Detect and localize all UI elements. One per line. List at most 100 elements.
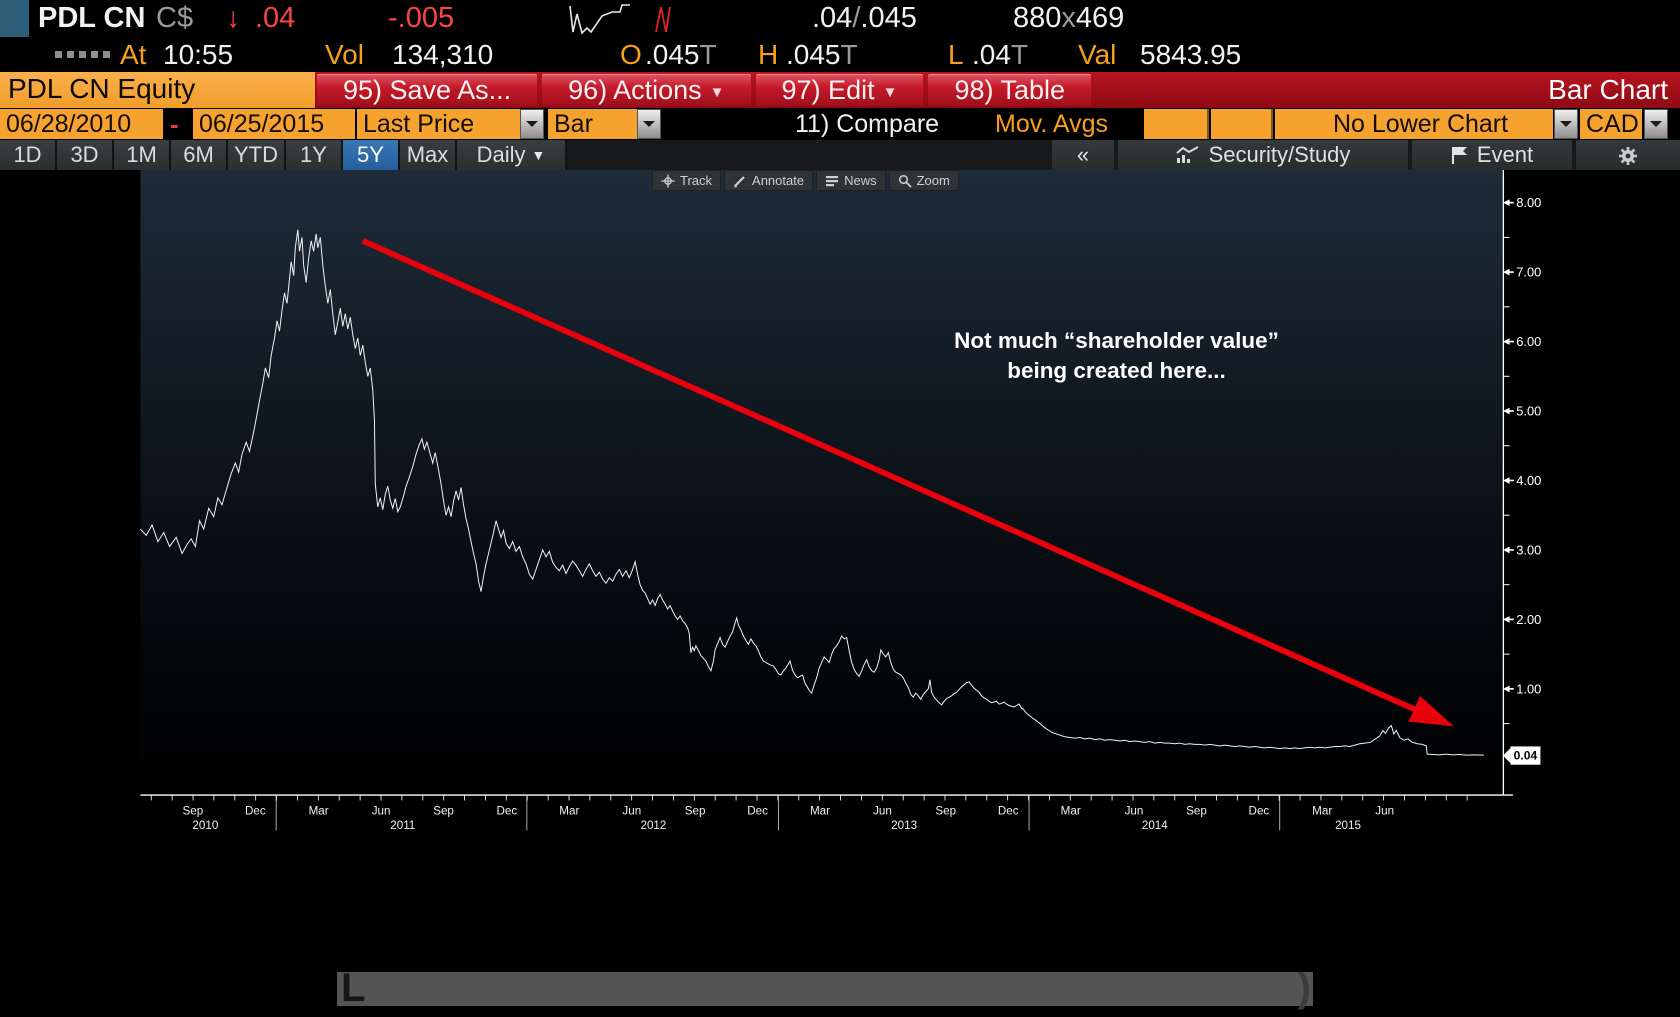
price-change: -.005 — [388, 2, 455, 34]
chart-icon — [1175, 146, 1199, 163]
lower-chart-dropdown-icon[interactable] — [1554, 109, 1578, 139]
y-tick-label: 8.00 — [1516, 195, 1541, 210]
chart-tool-label: Zoom — [916, 173, 950, 188]
date-to-field[interactable]: 06/25/2015 — [193, 109, 355, 139]
range-tab-3d[interactable]: 3D — [57, 140, 114, 170]
period-caret-icon: ▼ — [531, 147, 546, 163]
footer: L ) — [0, 966, 1680, 1017]
range-tab-max[interactable]: Max — [400, 140, 457, 170]
chart-tool-news[interactable]: News — [816, 170, 886, 191]
change-sparkline-icon — [655, 6, 671, 33]
date-from-field[interactable]: 06/28/2010 — [0, 109, 163, 139]
gear-icon — [1619, 147, 1637, 165]
low-value: .04 — [972, 39, 1011, 70]
period-select[interactable]: Daily ▼ — [457, 140, 567, 170]
y-tick-label: 4.00 — [1516, 473, 1541, 488]
market-size: 880x469 — [1013, 0, 1124, 37]
range-tab-6m[interactable]: 6M — [171, 140, 228, 170]
menu-button-95-save-as-[interactable]: 95) Save As... — [317, 74, 538, 106]
chart-tool-annotate[interactable]: Annotate — [724, 170, 814, 191]
chart-settings-button[interactable] — [1576, 140, 1680, 170]
x-month-label: Dec — [998, 805, 1019, 818]
terminal-corner-box — [0, 0, 29, 37]
chart-tool-label: Annotate — [752, 173, 805, 188]
lower-chart-select[interactable]: No Lower Chart — [1275, 109, 1553, 139]
chart-tool-track[interactable]: Track — [652, 170, 722, 191]
field-toolbar: 06/28/2010 - 06/25/2015 Last Price Bar 1… — [0, 108, 1680, 140]
open-label: O — [620, 39, 642, 70]
low-label: L — [948, 39, 964, 70]
price-field-select[interactable]: Last Price — [357, 109, 520, 139]
chart-type-select[interactable]: Bar — [548, 109, 637, 139]
pencil-icon — [734, 175, 745, 188]
high-value: .045 — [786, 39, 841, 70]
range-tab-5y[interactable]: 5Y — [343, 140, 400, 170]
open-suffix: T — [699, 39, 717, 70]
menu-button-98-table[interactable]: 98) Table — [928, 74, 1092, 106]
currency-code: C$ — [156, 2, 194, 34]
x-year-label: 2013 — [891, 819, 917, 832]
y-tick-label: 6.00 — [1516, 334, 1541, 349]
open-value: .045 — [645, 39, 700, 70]
redacted-right-char: ) — [1297, 966, 1311, 1010]
security-study-button[interactable]: Security/Study — [1118, 140, 1408, 170]
high-value-group: .045T — [786, 37, 858, 72]
y-tick-label: 1.00 — [1516, 681, 1541, 696]
currency-dropdown-icon[interactable] — [1644, 109, 1668, 139]
magnifier-icon — [898, 174, 912, 188]
low-value-group: .04T — [972, 37, 1028, 72]
menu-buttons: 95) Save As... 96) Actions ▼ 97) Edit ▼ 98) T… — [315, 72, 1094, 108]
mov-avgs-button[interactable]: Mov. Avgs — [995, 110, 1109, 138]
x-year-label: 2012 — [640, 819, 666, 832]
x-month-label: Dec — [1249, 805, 1270, 818]
price-chart[interactable]: Not much “shareholder value” being create… — [0, 170, 1680, 1017]
y-tick-label: 2.00 — [1516, 612, 1541, 627]
x-year-label: 2011 — [390, 819, 415, 832]
status-bar: At 10:55 Vol 134,310 O .045T H .045T L .… — [0, 37, 1680, 72]
chart-tool-label: Track — [680, 173, 713, 188]
high-label: H — [758, 39, 779, 70]
x-month-label: Mar — [309, 805, 329, 818]
orange-cell-1[interactable] — [1144, 109, 1209, 139]
chart-annotation-line-2: being created here... — [1007, 358, 1226, 383]
range-tab-1y[interactable]: 1Y — [286, 140, 343, 170]
x-month-label: Jun — [622, 805, 641, 818]
chart-type-dropdown-icon[interactable] — [637, 109, 661, 139]
event-button[interactable]: Event — [1412, 140, 1572, 170]
range-tab-1d[interactable]: 1D — [0, 140, 57, 170]
dropdown-caret-icon: ▼ — [882, 84, 898, 101]
last-price: .04 — [255, 2, 296, 34]
menu-button-96-actions[interactable]: 96) Actions ▼ — [542, 74, 751, 106]
news-icon — [826, 175, 839, 186]
chart-tool-zoom[interactable]: Zoom — [888, 170, 959, 191]
traded-value: 5843.95 — [1140, 39, 1242, 70]
orange-cell-2[interactable] — [1211, 109, 1273, 139]
compare-button[interactable]: 11) Compare — [795, 110, 940, 138]
collapse-chevrons-icon: « — [1076, 142, 1090, 167]
x-month-label: Jun — [372, 805, 391, 818]
x-month-label: Mar — [559, 805, 579, 818]
security-study-label: Security/Study — [1208, 142, 1351, 167]
x-month-label: Dec — [747, 805, 768, 818]
x-month-label: Jun — [1375, 805, 1394, 818]
intraday-sparkline-icon — [569, 4, 630, 35]
chart-annotation-line-1: Not much “shareholder value” — [954, 328, 1279, 353]
x-month-label: Sep — [1186, 805, 1207, 818]
range-tab-ytd[interactable]: YTD — [228, 140, 286, 170]
y-tick-label: 7.00 — [1516, 265, 1541, 280]
x-month-label: Mar — [1312, 805, 1332, 818]
open-value-group: .045T — [645, 37, 717, 72]
collapse-button[interactable]: « — [1052, 140, 1114, 170]
event-label: Event — [1476, 142, 1534, 167]
x-month-label: Sep — [183, 805, 204, 818]
price-field-dropdown-icon[interactable] — [520, 109, 544, 139]
menu-button-97-edit[interactable]: 97) Edit ▼ — [755, 74, 924, 106]
high-suffix: T — [840, 39, 858, 70]
ask-size: 469 — [1075, 2, 1125, 34]
date-range-separator: - — [170, 109, 179, 139]
currency-select[interactable]: CAD — [1580, 109, 1642, 139]
val-label: Val — [1078, 39, 1117, 70]
security-tab[interactable]: PDL CN Equity — [0, 72, 315, 108]
range-tab-1m[interactable]: 1M — [114, 140, 171, 170]
redacted-caption-bar: L ) — [337, 966, 1313, 1010]
